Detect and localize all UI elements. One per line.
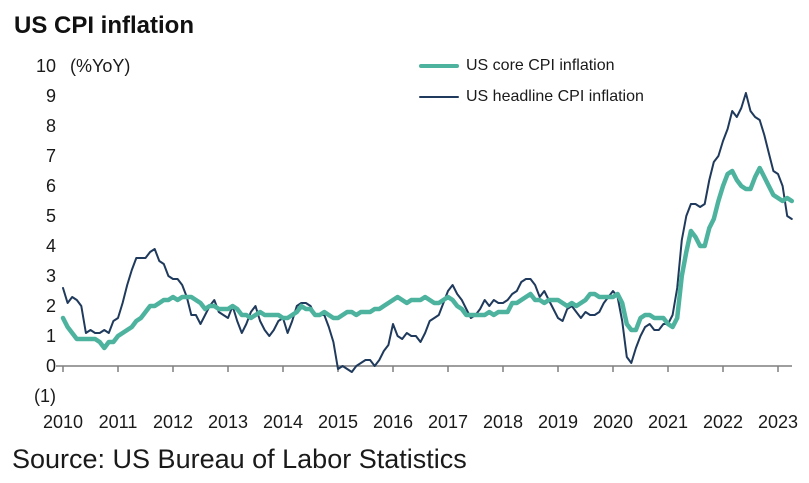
x-tick-label: 2010 (43, 412, 83, 432)
legend-item-headline-cpi: US headline CPI inflation (419, 88, 644, 106)
x-tick-label: 2015 (318, 412, 358, 432)
x-tick-label: 2019 (538, 412, 578, 432)
y-tick-label: 8 (46, 116, 56, 136)
us-headline-cpi-inflation-line (62, 92, 793, 373)
x-tick-label: 2020 (593, 412, 633, 432)
y-tick-label: 9 (46, 86, 56, 106)
legend-label-headline-cpi: US headline CPI inflation (466, 88, 644, 105)
source-attribution: Source: US Bureau of Labor Statistics (12, 444, 467, 474)
x-tick-label: 2018 (483, 412, 523, 432)
y-tick-label: 3 (46, 266, 56, 286)
headline-cpi-line-swatch (419, 95, 459, 99)
x-tick-label: 2021 (648, 412, 688, 432)
y-tick-label: 5 (46, 206, 56, 226)
y-axis-unit-label: (%YoY) (70, 56, 130, 76)
y-tick-label: 0 (46, 356, 56, 376)
x-tick-label: 2014 (263, 412, 303, 432)
x-tick-label: 2012 (153, 412, 193, 432)
chart-title: US CPI inflation (14, 12, 194, 39)
y-tick-label: 2 (46, 296, 56, 316)
legend-label-core-cpi: US core CPI inflation (466, 57, 615, 74)
legend-item-core-cpi: US core CPI inflation (419, 57, 644, 75)
y-tick-label: 1 (46, 326, 56, 346)
x-tick-label: 2013 (208, 412, 248, 432)
y-tick-label: 10 (36, 56, 56, 76)
x-tick-label: 2016 (373, 412, 413, 432)
x-tick-label: 2023 (758, 412, 798, 432)
y-tick-label: 4 (46, 236, 56, 256)
y-tick-label: 6 (46, 176, 56, 196)
chart-legend: US core CPI inflation US headline CPI in… (419, 57, 644, 106)
y-tick-label: 7 (46, 146, 56, 166)
x-tick-label: 2017 (428, 412, 468, 432)
x-tick-label: 2022 (703, 412, 743, 432)
x-tick-label: 2011 (99, 412, 138, 432)
us-core-cpi-inflation-line (60, 165, 795, 351)
y-tick-label: (1) (34, 386, 56, 406)
core-cpi-line-swatch (419, 63, 459, 69)
